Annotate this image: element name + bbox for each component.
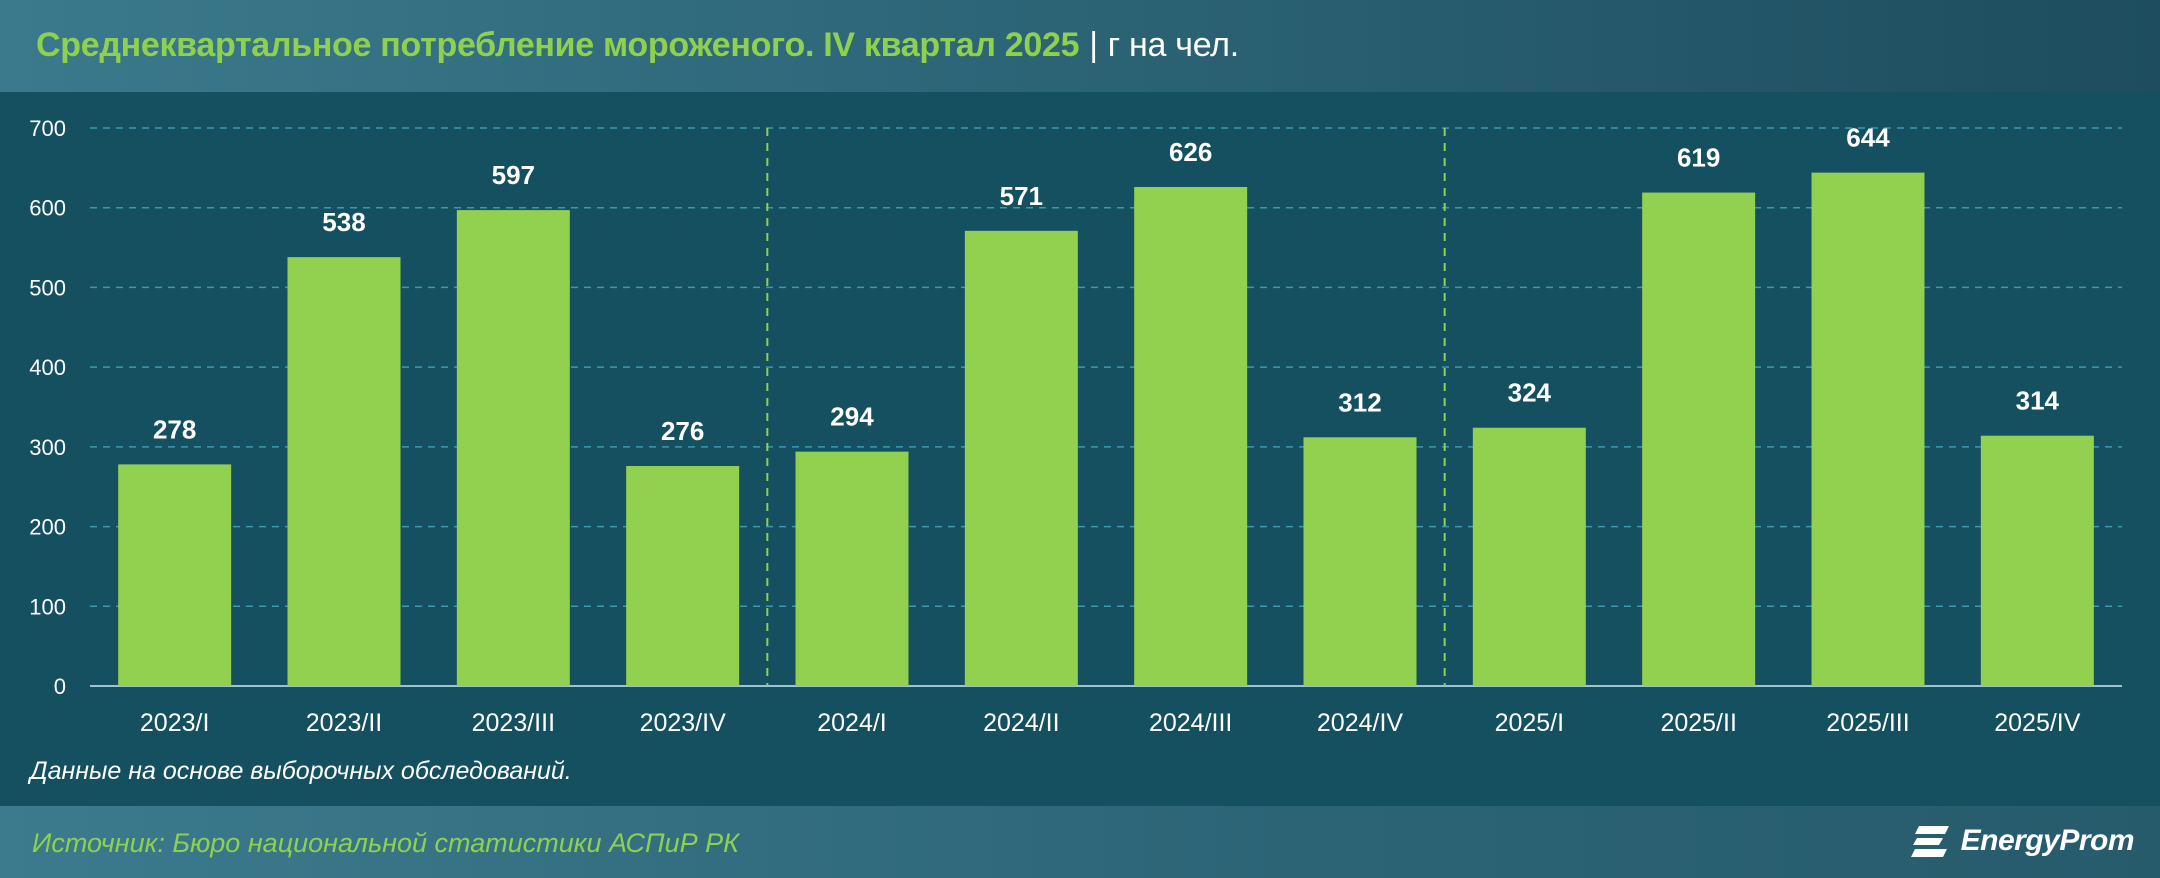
- y-tick-label: 600: [29, 196, 66, 221]
- bar-2023-IV: [626, 465, 740, 686]
- data-label: 312: [1338, 387, 1381, 417]
- source-text: Источник: Бюро национальной статистики А…: [32, 828, 740, 858]
- bar-2023-III: [456, 210, 570, 686]
- data-label: 597: [492, 160, 535, 190]
- bar-2025-III: [1811, 172, 1925, 686]
- x-tick-label: 2023/IV: [640, 709, 727, 737]
- x-tick-label: 2025/I: [1495, 709, 1565, 737]
- chart-note: Данные на основе выборочных обследований…: [30, 757, 572, 785]
- y-tick-label: 300: [29, 435, 66, 460]
- x-tick-label: 2023/II: [306, 709, 382, 737]
- y-tick-label: 700: [29, 116, 66, 141]
- energyprom-logo-icon: [1910, 826, 1949, 857]
- bar-2024-IV: [1303, 437, 1417, 686]
- y-tick-label: 200: [29, 515, 66, 540]
- bar-2023-I: [118, 464, 232, 686]
- bar-2024-III: [1134, 186, 1248, 686]
- footer-bar: Источник: Бюро национальной статистики А…: [0, 806, 2160, 878]
- data-label: 538: [322, 207, 365, 237]
- x-tick-label: 2024/IV: [1317, 709, 1404, 737]
- data-label: 644: [1846, 123, 1890, 153]
- data-label: 294: [830, 402, 874, 432]
- bar-2025-II: [1642, 192, 1756, 686]
- data-label: 619: [1677, 143, 1720, 173]
- x-tick-label: 2025/IV: [1994, 709, 2081, 737]
- title-unit: г на чел.: [1107, 26, 1239, 64]
- bar-2024-II: [964, 230, 1078, 686]
- x-tick-label: 2025/III: [1826, 709, 1909, 737]
- y-tick-label: 0: [54, 674, 66, 699]
- data-label: 324: [1508, 378, 1552, 408]
- brand: EnergyProm: [1910, 820, 2135, 862]
- x-tick-label: 2024/II: [983, 709, 1059, 737]
- x-tick-label: 2024/III: [1149, 709, 1232, 737]
- y-tick-label: 400: [29, 355, 66, 380]
- x-tick-label: 2023/III: [472, 709, 555, 737]
- y-tick-label: 100: [29, 594, 66, 619]
- bar-2023-II: [287, 257, 401, 686]
- title-text: Среднеквартальное потребление мороженого…: [36, 26, 1080, 64]
- bar-chart: 0 100 200 300 400 500 600 700 278 2023/I 538 2023/I…: [29, 116, 2122, 737]
- title-separator: |: [1089, 26, 1098, 64]
- data-label: 314: [2016, 386, 2060, 416]
- x-tick-label: 2025/II: [1660, 709, 1736, 737]
- header-bar: Среднеквартальное потребление мороженого…: [0, 0, 2160, 92]
- bar-2025-IV: [1980, 435, 2094, 686]
- y-tick-label: 500: [29, 275, 66, 300]
- chart-title: Среднеквартальное потребление мороженого…: [36, 26, 1239, 65]
- data-label: 571: [1000, 181, 1043, 211]
- brand-name: EnergyProm: [1960, 824, 2135, 857]
- x-tick-label: 2024/I: [817, 709, 887, 737]
- x-tick-label: 2023/I: [140, 709, 210, 737]
- bar-2025-I: [1472, 427, 1586, 686]
- data-label: 278: [153, 414, 196, 444]
- bar-2024-I: [795, 451, 909, 686]
- data-label: 626: [1169, 137, 1212, 167]
- data-label: 276: [661, 416, 704, 446]
